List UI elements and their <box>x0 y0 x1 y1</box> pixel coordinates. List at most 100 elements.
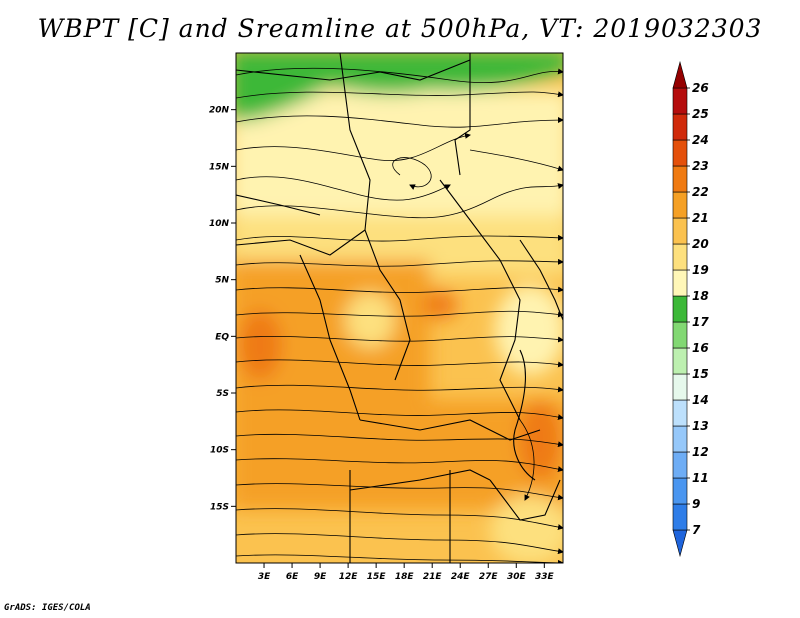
colorbar-bin <box>672 373 688 401</box>
colorbar-bin <box>672 347 688 375</box>
colorbar-label: 21 <box>692 211 709 225</box>
streamline <box>236 384 563 393</box>
border <box>236 194 321 216</box>
y-tick-label: 10S <box>210 446 229 456</box>
streamline <box>236 258 563 267</box>
streamline <box>469 149 563 172</box>
streamline <box>236 335 563 343</box>
colorbar-bin <box>672 451 688 479</box>
colorbar-label: 20 <box>692 237 709 251</box>
map-frame <box>235 52 564 564</box>
streamline <box>236 132 471 162</box>
y-axis: 20N 15N 10N 5N EQ 5S 10S 15S <box>209 106 236 512</box>
border <box>359 419 541 441</box>
colorbar-label: 23 <box>692 159 709 173</box>
colorbar-label: 13 <box>692 419 709 433</box>
colorbar-label: 24 <box>692 133 709 147</box>
colorbar-bin <box>672 269 688 297</box>
colorbar-label: 15 <box>692 367 709 381</box>
border <box>339 53 371 231</box>
x-tick-label: 6E <box>286 572 299 582</box>
field-patch-east-pale <box>495 285 563 375</box>
colorbar-label: 14 <box>692 393 709 407</box>
x-tick-label: 24E <box>451 572 471 582</box>
colorbar-end-high <box>672 60 688 89</box>
streamline <box>236 458 563 473</box>
field-patch-southeast-pale <box>490 495 563 563</box>
colorbar-bin <box>672 399 688 427</box>
border <box>454 53 471 176</box>
colorbar-label: 9 <box>692 497 700 511</box>
wbpt-shading <box>236 53 563 563</box>
x-tick-label: 21E <box>423 572 443 582</box>
streamline <box>519 419 535 501</box>
colorbar-bin <box>672 243 688 271</box>
y-tick-label: 15S <box>210 502 229 512</box>
streamline <box>236 286 563 293</box>
colorbar-label: 25 <box>692 107 709 121</box>
colorbar-bin <box>672 191 688 219</box>
field-band-south-orange <box>236 400 563 510</box>
x-tick-label: 15E <box>367 572 387 582</box>
colorbar-label: 16 <box>692 341 709 355</box>
colorbar-bin <box>672 321 688 349</box>
colorbar-bin <box>672 425 688 453</box>
country-borders <box>236 53 563 563</box>
field-patch-west-dark <box>238 310 282 380</box>
streamline <box>236 176 451 201</box>
y-tick-label: 20N <box>209 106 230 116</box>
x-tick-label: 33E <box>535 572 555 582</box>
colorbar-bin <box>672 503 688 531</box>
field-patch-east-dark <box>518 400 562 480</box>
streamline <box>236 234 563 242</box>
y-tick-label: EQ <box>215 332 229 342</box>
streamline <box>392 157 432 190</box>
colorbar-bin <box>672 165 688 193</box>
colorbar-label: 19 <box>692 263 709 277</box>
y-tick-label: 5S <box>216 389 229 399</box>
border <box>349 469 491 491</box>
streamline <box>236 310 563 318</box>
streamline <box>236 433 563 448</box>
colorbar-bin <box>672 217 688 245</box>
streamline <box>236 483 563 501</box>
field-north-green <box>236 53 563 120</box>
x-tick-label: 9E <box>314 572 327 582</box>
x-tick-label: 18E <box>395 572 415 582</box>
colorbar-bin <box>672 87 688 115</box>
border <box>236 59 471 81</box>
streamline <box>236 67 563 84</box>
border <box>236 229 366 256</box>
field-patch-central-dark <box>422 291 458 319</box>
colorbar-label: 18 <box>692 289 709 303</box>
streamline <box>236 183 563 219</box>
colorbar-bin <box>672 295 688 323</box>
colorbar-label: 26 <box>692 81 709 95</box>
border <box>299 254 361 421</box>
streamline <box>236 115 563 128</box>
colorbar-label: 22 <box>692 185 709 199</box>
x-axis: 3E 6E 9E 12E 15E 18E 21E 24E 27E 30E 33E <box>258 563 555 582</box>
colorbar-end-low <box>672 529 688 558</box>
colorbar-bin <box>672 113 688 141</box>
border <box>439 179 521 421</box>
streamline <box>236 91 563 99</box>
chart-title: WBPT [C] and Sreamline at 500hPa, VT: 20… <box>37 14 763 43</box>
streamline <box>236 359 563 368</box>
streamline <box>236 533 563 555</box>
streamline <box>236 508 563 531</box>
y-tick-label: 15N <box>209 162 230 172</box>
colorbar-label: 17 <box>692 315 709 329</box>
colorbar-label: 7 <box>692 523 701 537</box>
border <box>364 229 411 381</box>
colorbar-bin <box>672 477 688 505</box>
x-tick-label: 30E <box>507 572 527 582</box>
border <box>519 239 563 321</box>
colorbar-label: 11 <box>692 471 709 485</box>
colorbar-bin <box>672 139 688 167</box>
border <box>489 479 561 521</box>
grads-credit: GrADS: IGES/COLA <box>4 603 91 613</box>
y-tick-label: 5N <box>215 276 229 286</box>
field-patch-central-pale <box>345 292 395 348</box>
